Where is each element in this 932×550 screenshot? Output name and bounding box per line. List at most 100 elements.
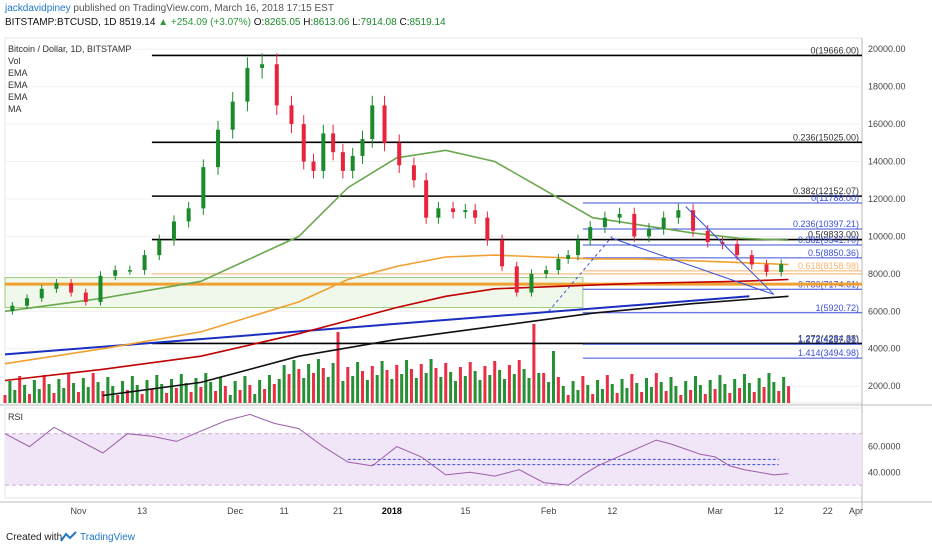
volume-bar bbox=[248, 385, 252, 403]
volume-bar bbox=[199, 387, 203, 403]
volume-bar bbox=[507, 365, 511, 403]
volume-bar bbox=[512, 374, 516, 403]
volume-bar bbox=[674, 386, 678, 403]
volume-bar bbox=[620, 379, 624, 403]
horizontal-level-label: 0.5(9833.00) bbox=[808, 230, 859, 240]
volume-bar bbox=[689, 390, 693, 403]
volume-bar bbox=[140, 394, 144, 403]
volume-bar bbox=[214, 391, 218, 403]
volume-bar bbox=[537, 373, 541, 403]
open-label: O: bbox=[253, 17, 265, 28]
candle-body bbox=[311, 161, 316, 171]
volume-bar bbox=[365, 380, 369, 403]
legend-item-ma[interactable]: MA bbox=[8, 104, 22, 114]
volume-bar bbox=[532, 324, 536, 403]
volume-bar bbox=[728, 393, 732, 403]
rsi-label: RSI bbox=[8, 412, 24, 422]
candle-body bbox=[473, 210, 478, 218]
legend-title: Bitcoin / Dollar, 1D, BITSTAMP bbox=[8, 44, 132, 54]
volume-bar bbox=[434, 368, 438, 403]
volume-bar bbox=[165, 393, 169, 403]
volume-bar bbox=[787, 386, 791, 403]
legend-item-vol[interactable]: Vol bbox=[8, 56, 21, 66]
fib-level-label: 1.272(4237.31) bbox=[798, 334, 859, 344]
moving-average-line bbox=[4, 254, 789, 365]
candle-body bbox=[274, 64, 279, 106]
volume-bar bbox=[488, 375, 492, 403]
volume-bar bbox=[360, 371, 364, 403]
volume-bar bbox=[356, 362, 360, 403]
volume-bar bbox=[370, 366, 374, 403]
tradingview-brand[interactable]: TradingView bbox=[80, 532, 136, 543]
time-tick-label: Dec bbox=[227, 506, 244, 516]
author-link[interactable]: jackdavidpiney bbox=[5, 3, 71, 14]
rsi-line bbox=[4, 413, 789, 486]
candle-body bbox=[764, 264, 769, 272]
publish-line: jackdavidpiney published on TradingView.… bbox=[5, 3, 334, 14]
volume-bar bbox=[503, 379, 507, 403]
volume-bar bbox=[189, 392, 193, 403]
candle-body bbox=[735, 243, 740, 256]
volume-bar bbox=[669, 377, 673, 403]
candle-body bbox=[54, 283, 59, 289]
candle-body bbox=[230, 101, 235, 130]
time-tick-label: 21 bbox=[333, 506, 343, 516]
candle-body bbox=[83, 292, 88, 302]
horizontal-level-label: 0(19666.00) bbox=[810, 45, 859, 55]
low-value: 7914.08 bbox=[360, 17, 397, 28]
candle-body bbox=[142, 255, 147, 271]
volume-bar bbox=[258, 380, 262, 403]
volume-bar bbox=[204, 373, 208, 403]
wedge-lower-line bbox=[612, 237, 775, 295]
volume-bar bbox=[238, 390, 242, 403]
legend-item-ema-2[interactable]: EMA bbox=[8, 80, 28, 90]
volume-bar bbox=[184, 383, 188, 403]
legend-item-ema-1[interactable]: EMA bbox=[8, 68, 28, 78]
candle-body bbox=[340, 152, 345, 171]
close-label: C: bbox=[399, 17, 410, 28]
candle-body bbox=[171, 221, 176, 241]
volume-bar bbox=[76, 392, 80, 403]
legend-item-ema-3[interactable]: EMA bbox=[8, 92, 28, 102]
volume-bar bbox=[527, 378, 531, 403]
volume-bar bbox=[551, 351, 555, 403]
price-tick-label: 16000.00 bbox=[868, 119, 906, 129]
volume-bar bbox=[649, 387, 653, 403]
low-label: L: bbox=[352, 17, 361, 28]
volume-bar bbox=[326, 377, 330, 403]
volume-bar bbox=[316, 359, 320, 403]
volume-bar bbox=[596, 380, 600, 403]
volume-bar bbox=[390, 379, 394, 403]
volume-bar bbox=[27, 394, 31, 403]
volume-bar bbox=[684, 381, 688, 403]
rsi-tick-label: 60.0000 bbox=[868, 442, 901, 452]
volume-bar bbox=[8, 381, 12, 403]
volume-bar bbox=[331, 363, 335, 403]
volume-bar bbox=[179, 374, 183, 403]
volume-bar bbox=[693, 376, 697, 403]
volume-bar bbox=[209, 382, 213, 403]
candle-body bbox=[566, 255, 571, 259]
fib-level-label: 0(11788.00) bbox=[811, 193, 859, 203]
price-tick-label: 2000.00 bbox=[868, 381, 901, 391]
volume-bar bbox=[72, 383, 76, 403]
volume-bar bbox=[321, 368, 325, 403]
volume-bar bbox=[581, 376, 585, 403]
price-tick-label: 6000.00 bbox=[868, 306, 901, 316]
volume-bar bbox=[150, 389, 154, 403]
volume-bar bbox=[576, 390, 580, 403]
candle-body bbox=[749, 255, 754, 265]
moving-average-line bbox=[4, 278, 789, 382]
time-tick-label: 12 bbox=[774, 506, 784, 516]
footer: Created with TradingView bbox=[0, 526, 932, 550]
volume-bar bbox=[37, 389, 41, 403]
volume-bar bbox=[96, 382, 100, 403]
candle-body bbox=[451, 208, 456, 213]
volume-bar bbox=[67, 374, 71, 403]
price-tick-label: 10000.00 bbox=[868, 231, 906, 241]
volume-bar bbox=[130, 376, 134, 403]
volume-bar bbox=[561, 386, 565, 403]
volume-bar bbox=[13, 390, 17, 403]
price-change: +254.09 (+3.07%) bbox=[170, 17, 251, 28]
